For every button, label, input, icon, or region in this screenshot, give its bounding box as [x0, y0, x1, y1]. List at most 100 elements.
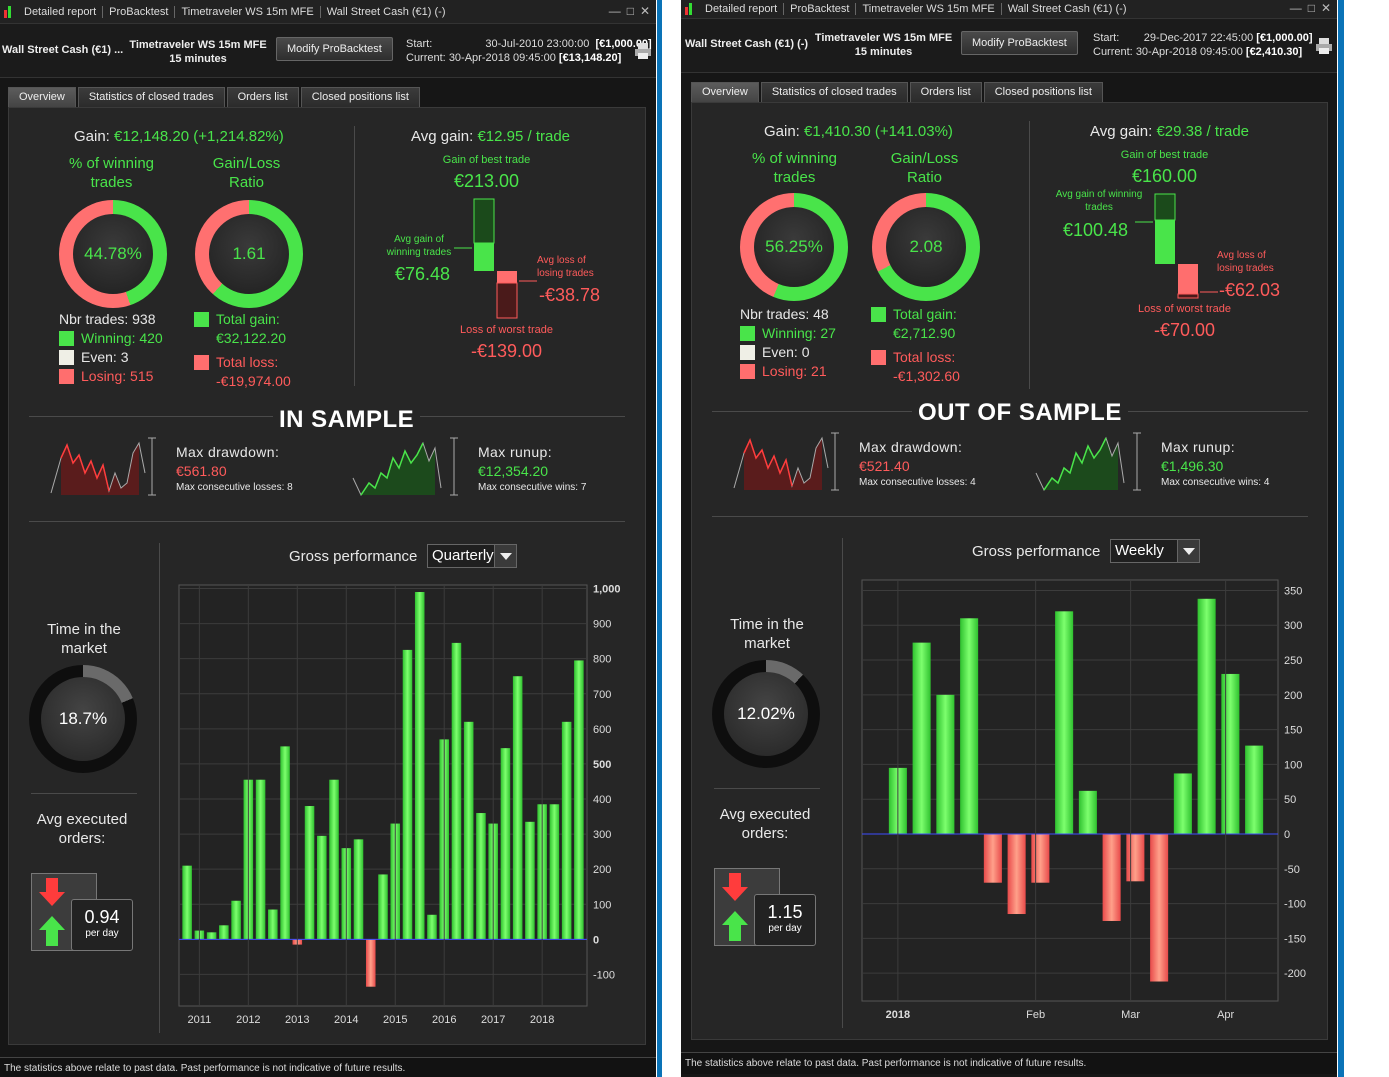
winning-count: Winning: 420 [81, 330, 163, 346]
y-tick-label: 0 [593, 934, 599, 946]
tab-orders-list[interactable]: Orders list [909, 82, 982, 102]
minimize-icon[interactable]: — [1289, 1, 1302, 15]
drawdown-sparkline [733, 432, 839, 491]
y-tick-label: 600 [593, 724, 611, 736]
nbr-trades: Nbr trades: 48 [740, 306, 829, 322]
time-in-market-gauge: 12.02% [712, 660, 820, 768]
best-trade-bar [473, 198, 495, 244]
bar [231, 900, 241, 940]
x-tick-label: 2017 [481, 1014, 505, 1026]
chevron-down-icon[interactable] [494, 545, 516, 567]
bar [414, 592, 425, 940]
total-gain-swatch [194, 312, 209, 327]
winning-swatch [59, 331, 74, 346]
maximize-icon[interactable]: □ [1307, 1, 1315, 15]
total-loss-value: -€19,974.00 [216, 373, 291, 389]
close-icon[interactable]: ✕ [639, 4, 650, 18]
y-tick-label: -200 [1284, 968, 1306, 980]
avg-gain-winning-label: Avg gain of winning trades [1055, 189, 1143, 213]
buy-sell-arrows-icon [722, 873, 748, 941]
worst-trade-bar [1177, 293, 1199, 299]
disclaimer: The statistics above relate to past data… [681, 1052, 1337, 1074]
y-tick-label: -50 [1284, 864, 1300, 876]
bar [1055, 611, 1074, 834]
buy-sell-arrows-icon [39, 878, 65, 946]
print-icon[interactable] [634, 42, 652, 60]
tab-closed-positions[interactable]: Closed positions list [983, 82, 1103, 102]
avg-orders-box: 0.94 per day [31, 873, 135, 953]
total-gain-label: Total gain: [893, 306, 957, 322]
x-tick-label: 2015 [383, 1014, 407, 1026]
gain-summary: Gain: €1,410.30 (+141.03%) [764, 123, 953, 140]
chevron-down-icon[interactable] [1177, 540, 1199, 562]
tab-closed-positions[interactable]: Closed positions list [300, 87, 420, 107]
bar [365, 939, 376, 987]
total-loss-label: Total loss: [216, 354, 279, 370]
total-loss-label: Total loss: [893, 349, 956, 365]
modify-probacktest-button[interactable]: Modify ProBacktest [961, 31, 1078, 55]
time-in-market-value: 18.7% [41, 677, 125, 761]
tab-overview[interactable]: Overview [691, 82, 759, 102]
bar [329, 779, 339, 940]
period-select[interactable]: Weekly [1110, 539, 1200, 563]
instrument-name: Wall Street Cash (€1) ... [2, 44, 124, 56]
title-bar[interactable]: Detailed report ProBacktest Timetraveler… [681, 0, 1337, 19]
worst-trade-value: -€139.00 [470, 341, 543, 361]
bar [983, 833, 1002, 883]
close-icon[interactable]: ✕ [1320, 1, 1331, 15]
time-in-market-label: Time in the market [730, 616, 804, 652]
max-drawdown-value: €561.80 [176, 463, 227, 479]
print-icon[interactable] [1315, 37, 1333, 55]
best-trade-value: €213.00 [453, 171, 520, 191]
winning-swatch [740, 326, 755, 341]
worst-trade-value: -€70.00 [1153, 320, 1216, 340]
x-tick-label: 2018 [530, 1014, 554, 1026]
modify-probacktest-button[interactable]: Modify ProBacktest [276, 37, 393, 61]
report-header: Wall Street Cash (€1) ... Timetraveler W… [0, 24, 656, 78]
app-logo-icon [685, 2, 695, 16]
title-item: Wall Street Cash (€1) (-) [1007, 3, 1127, 15]
runup-sparkline [1035, 432, 1141, 492]
tab-orders-list[interactable]: Orders list [226, 87, 299, 107]
y-tick-label: -100 [1284, 899, 1306, 911]
avg-gain-summary: Avg gain: €12.95 / trade [411, 128, 571, 145]
best-trade-label: Gain of best trade [442, 154, 531, 166]
total-loss-swatch [871, 350, 886, 365]
maximize-icon[interactable]: □ [626, 4, 634, 18]
y-tick-label: 200 [1284, 690, 1302, 702]
y-tick-label: 100 [1284, 759, 1302, 771]
y-tick-label: 400 [593, 794, 611, 806]
bar [1221, 673, 1240, 834]
x-tick-label: Feb [1026, 1009, 1045, 1021]
avg-gain-winning-value: €76.48 [395, 264, 451, 284]
max-consec-losses: Max consecutive losses: 8 [176, 482, 293, 493]
bar [1197, 598, 1216, 834]
tab-statistics[interactable]: Statistics of closed trades [760, 82, 908, 102]
tab-overview[interactable]: Overview [8, 87, 76, 107]
bar [574, 660, 584, 940]
bar [1007, 833, 1026, 915]
gross-performance-label: Gross performance [972, 543, 1101, 560]
best-trade-label: Gain of best trade [1120, 149, 1209, 161]
total-gain-label: Total gain: [216, 311, 280, 327]
avg-loss-losing-value: -€62.03 [1219, 280, 1281, 300]
gl-ratio-label: Gain/Loss Ratio [212, 155, 281, 191]
winning-count: Winning: 27 [762, 325, 836, 341]
y-tick-label: 700 [593, 689, 611, 701]
bar [304, 806, 315, 940]
title-item: ProBacktest [784, 3, 857, 15]
overview-panel: Gain: €1,410.30 (+141.03%) % of winning … [691, 102, 1328, 1040]
period-select[interactable]: Quarterly [427, 544, 517, 568]
title-bar[interactable]: Detailed report ProBacktest Timetraveler… [0, 0, 656, 24]
max-drawdown-value: €521.40 [859, 458, 910, 474]
y-tick-label: 250 [1284, 655, 1302, 667]
tab-statistics[interactable]: Statistics of closed trades [77, 87, 225, 107]
bar [1126, 833, 1145, 882]
avg-loss-bar [497, 271, 517, 283]
divider [159, 543, 160, 1033]
system-name: Timetraveler WS 15m MFE 15 minutes [814, 32, 953, 58]
x-tick-label: 2013 [285, 1014, 309, 1026]
worst-trade-label: Loss of worst trade [460, 324, 553, 336]
minimize-icon[interactable]: — [608, 4, 621, 18]
time-in-market-label: Time in the market [47, 621, 121, 657]
